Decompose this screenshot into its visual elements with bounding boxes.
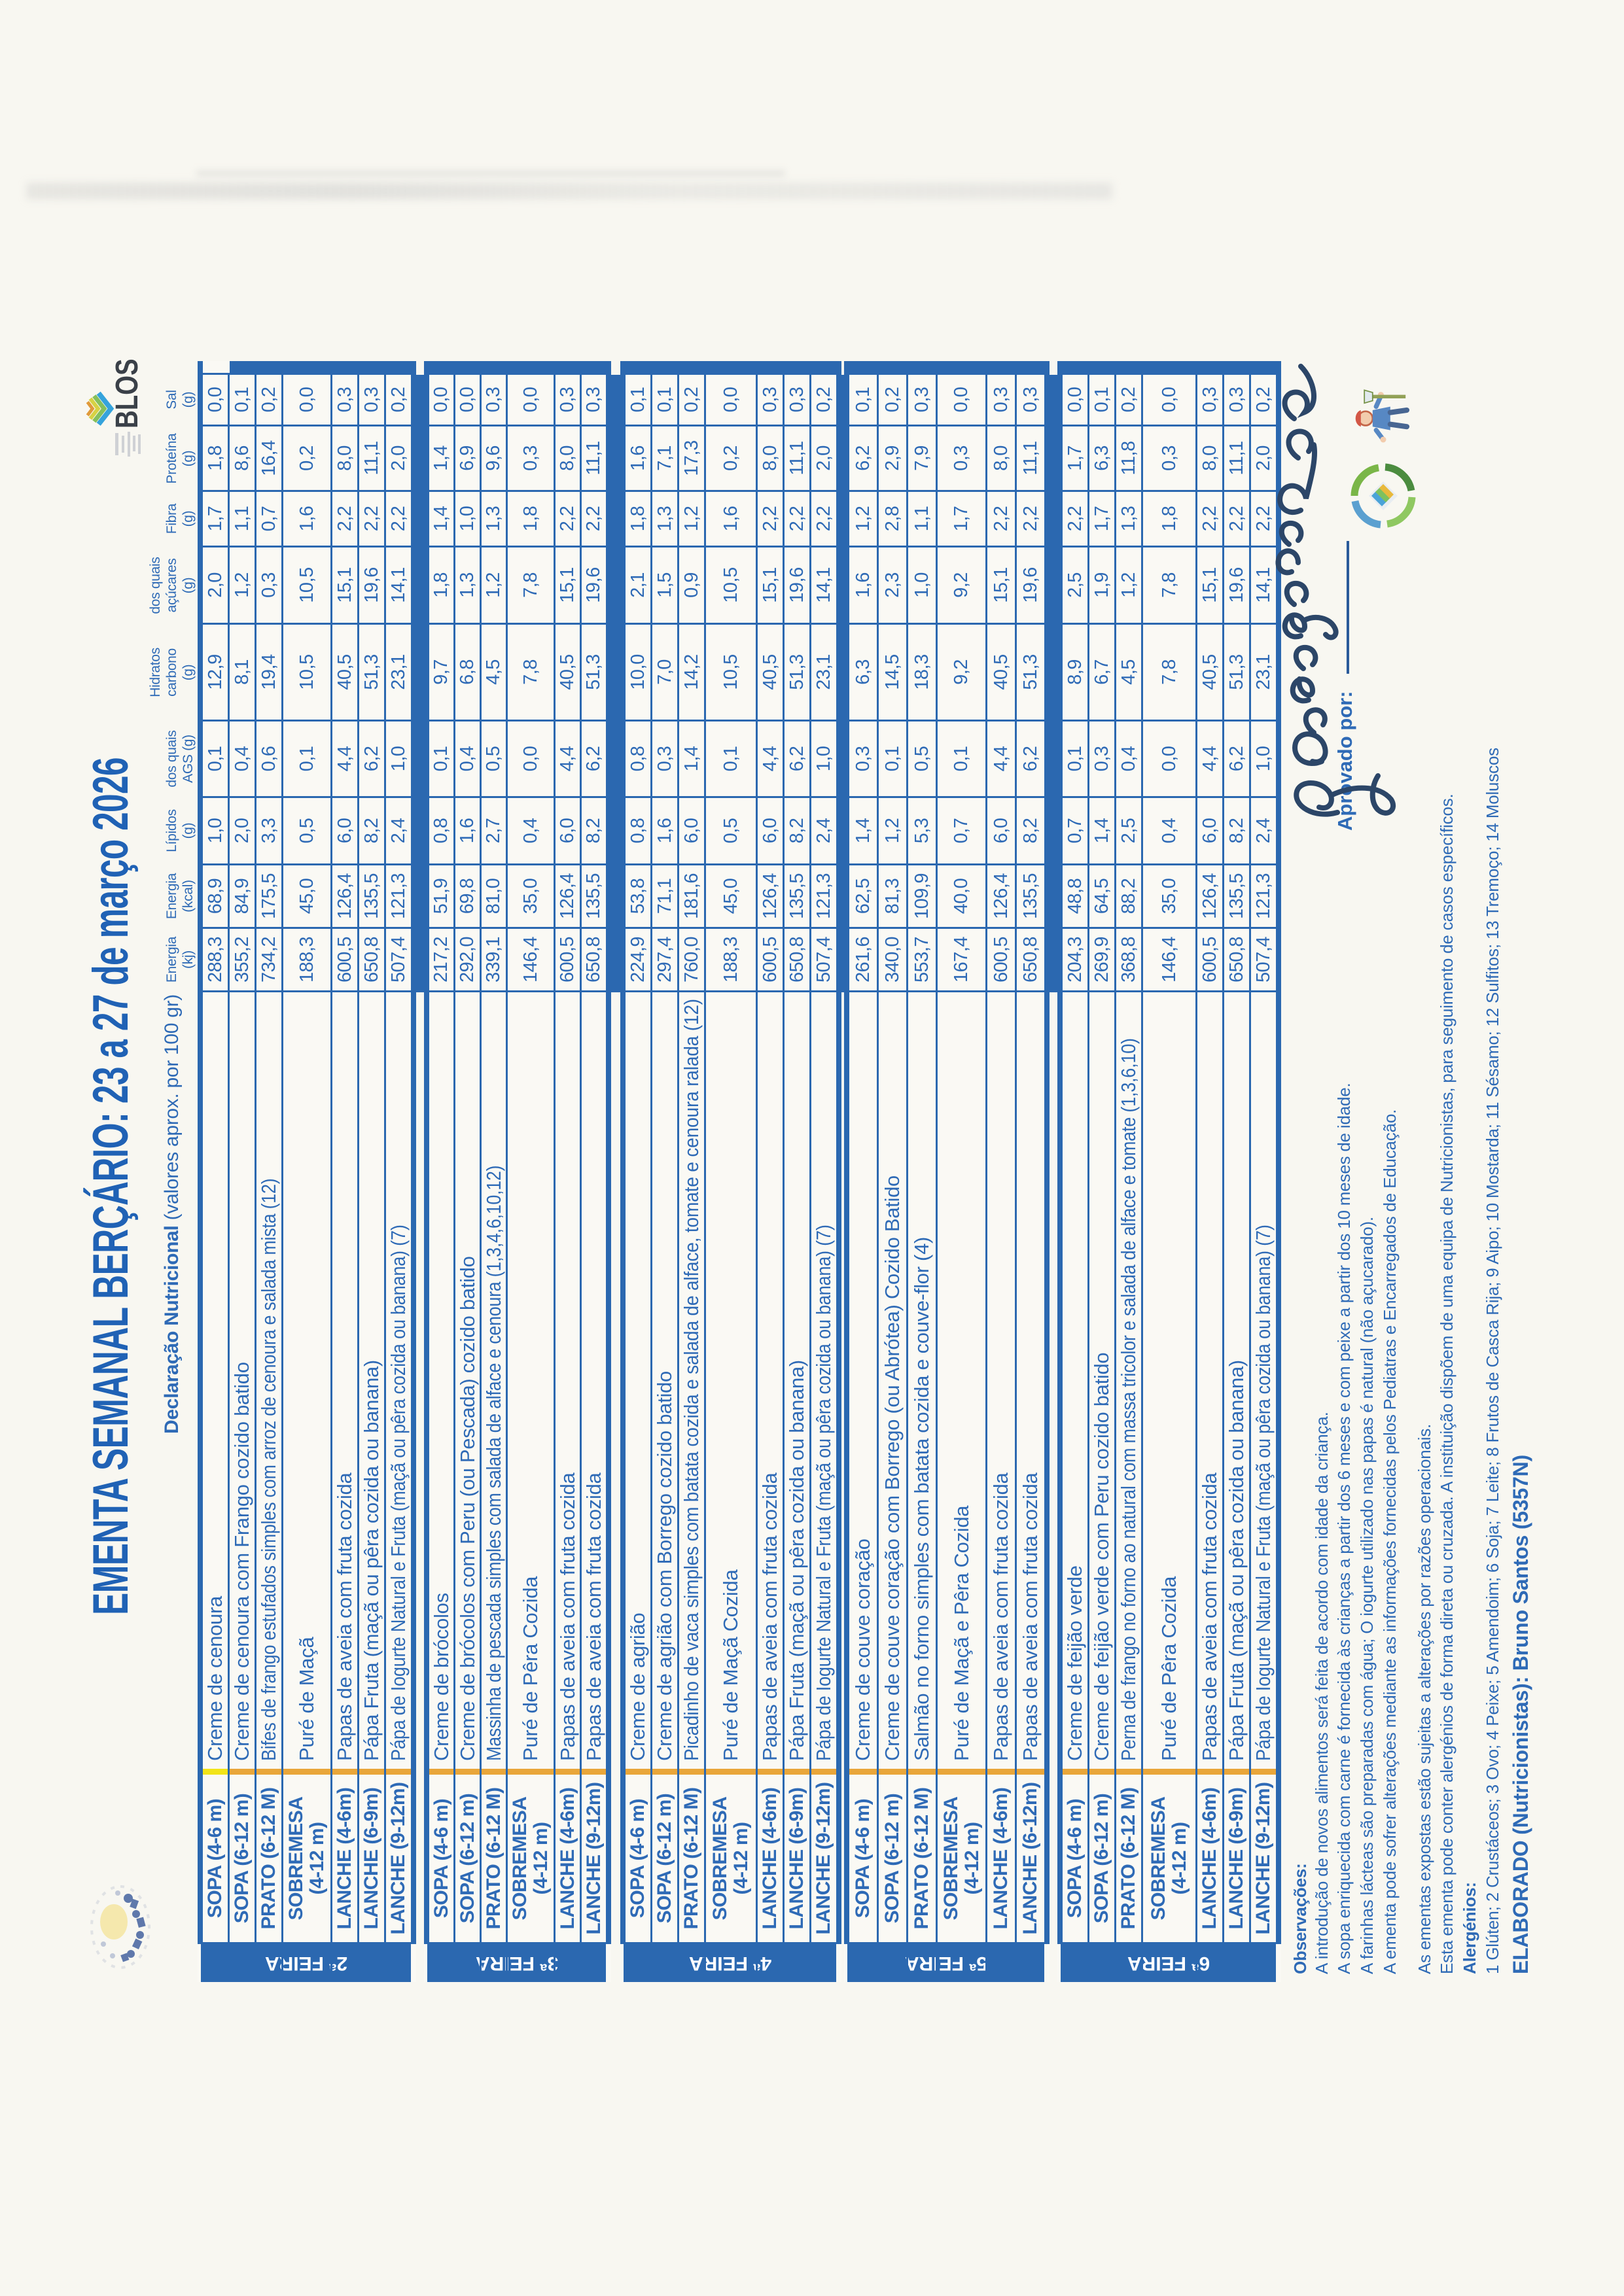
svg-text:BLOS: BLOS: [110, 358, 145, 428]
